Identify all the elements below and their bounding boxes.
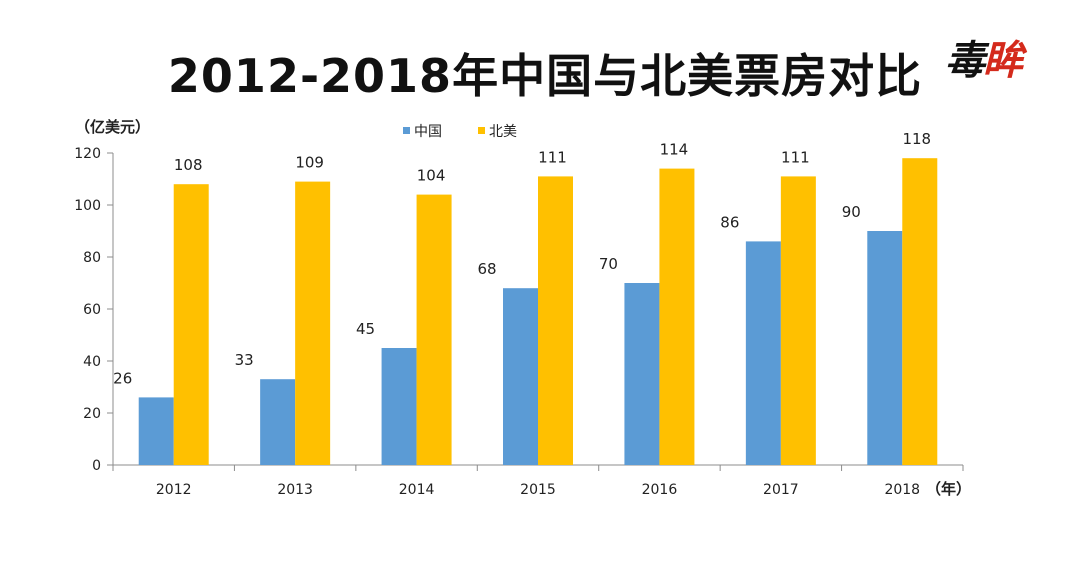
bars — [138, 158, 938, 465]
data-label: 108 — [174, 156, 203, 174]
y-tick-label: 60 — [83, 302, 101, 318]
bar-china — [624, 283, 660, 465]
bar-china — [260, 379, 296, 465]
data-label: 90 — [842, 203, 861, 221]
legend-swatch — [478, 127, 485, 134]
x-tick-label: 2013 — [277, 482, 313, 498]
bar-china — [867, 231, 903, 465]
bar-china — [381, 348, 417, 465]
y-tick-label: 80 — [83, 250, 101, 266]
data-label: 114 — [660, 141, 689, 159]
data-label: 33 — [235, 351, 254, 369]
bar-north-america — [659, 168, 695, 465]
bar-china — [138, 397, 174, 465]
legend-label: 中国 — [414, 124, 442, 140]
y-tick-label: 100 — [74, 198, 101, 214]
y-tick-label: 40 — [83, 354, 101, 370]
data-label: 26 — [113, 369, 132, 387]
bar-north-america — [416, 194, 452, 465]
data-label: 118 — [902, 130, 931, 148]
data-label: 70 — [599, 255, 618, 273]
x-tick-label: 2012 — [156, 482, 192, 498]
data-label: 68 — [477, 260, 496, 278]
legend: 中国 北美 — [403, 124, 517, 140]
x-tick-label: 2018 — [884, 482, 920, 498]
y-tick-label: 20 — [83, 406, 101, 422]
y-tick-label: 120 — [74, 146, 101, 162]
axes: 0 20 40 60 80 100 120 （亿美元） 2012 2013 2014 2015 2016… — [74, 118, 971, 498]
legend-label: 北美 — [489, 124, 517, 140]
y-axis-label: （亿美元） — [75, 118, 150, 136]
data-label: 111 — [781, 148, 810, 166]
x-tick-label: 2015 — [520, 482, 556, 498]
bar-china — [745, 241, 781, 465]
logo-accent-char: 眸 — [983, 38, 1023, 84]
legend-swatch — [403, 127, 410, 134]
x-tick-label: 2017 — [763, 482, 799, 498]
data-label: 109 — [295, 154, 324, 172]
x-axis-label: （年） — [926, 480, 971, 498]
data-label: 111 — [538, 148, 567, 166]
logo-char: 毒 — [945, 38, 985, 84]
y-tick-label: 0 — [92, 458, 101, 474]
data-labels: 26 108 33 109 45 104 68 111 70 114 86 111 90 118 — [113, 130, 931, 387]
bar-north-america — [538, 176, 573, 465]
data-label: 45 — [356, 320, 375, 338]
x-tick-label: 2014 — [399, 482, 435, 498]
chart-title: 2012-2018年中国与北美票房对比 — [167, 49, 923, 103]
data-label: 104 — [417, 167, 446, 185]
brand-logo: 毒眸 — [945, 28, 1023, 86]
bar-china — [503, 288, 538, 465]
bar-north-america — [173, 184, 209, 465]
bar-north-america — [780, 176, 816, 465]
bar-north-america — [902, 158, 938, 465]
data-label: 86 — [720, 213, 739, 231]
bar-north-america — [295, 181, 331, 465]
x-tick-label: 2016 — [642, 482, 678, 498]
